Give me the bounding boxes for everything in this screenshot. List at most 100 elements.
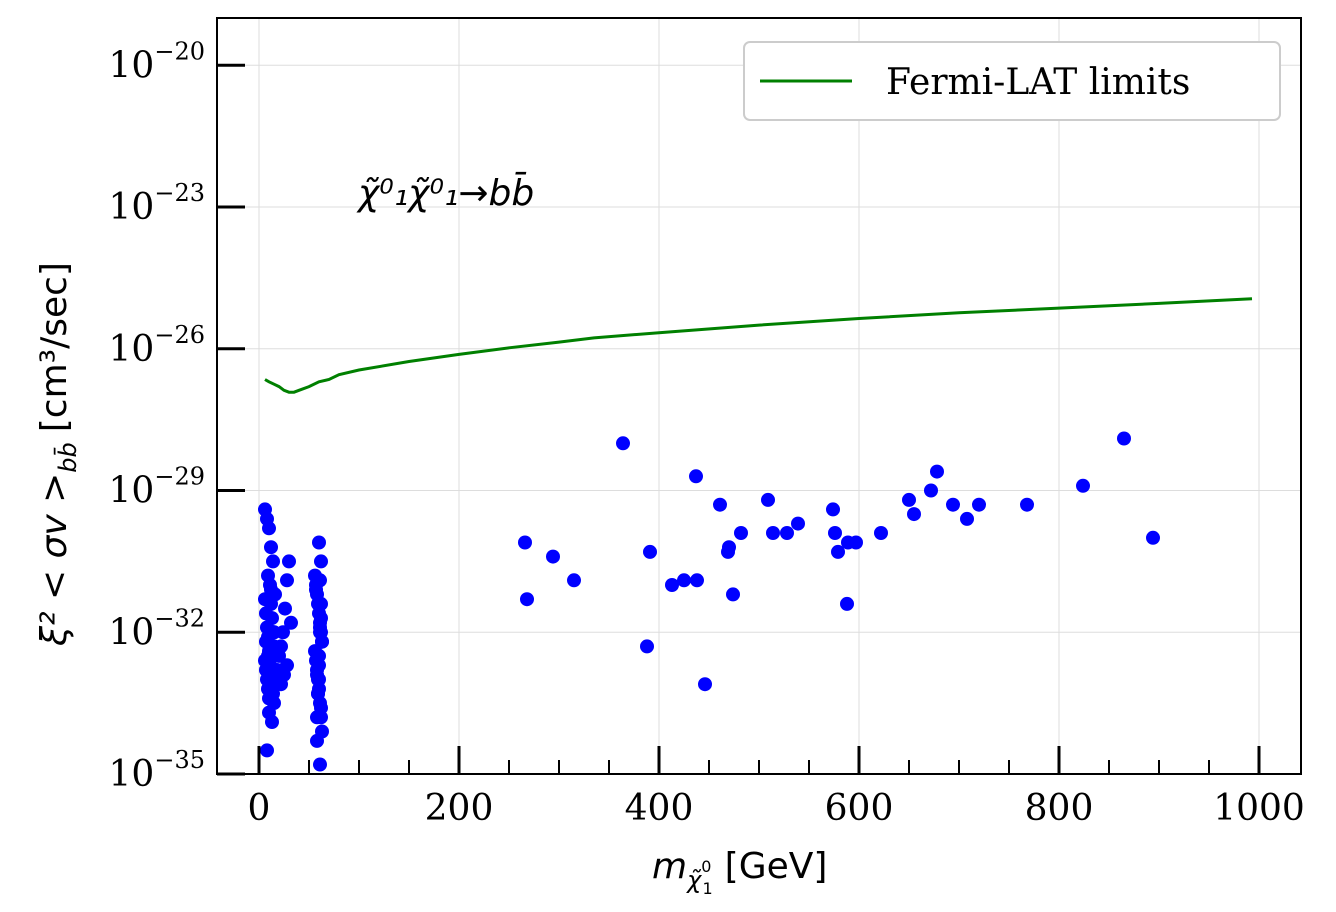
scatter-point	[314, 700, 328, 715]
scatter-point	[312, 672, 326, 687]
x-tick-label: 200	[425, 788, 494, 829]
fermi-lat-limit-line	[264, 297, 1253, 394]
scatter-point	[1146, 530, 1160, 545]
scatter-point	[261, 648, 275, 663]
scatter-point	[722, 540, 736, 555]
scatter-point	[840, 596, 854, 611]
scatter-point	[698, 677, 712, 692]
legend-box	[743, 41, 1281, 121]
y-tick-label: 10−35	[109, 746, 205, 795]
legend-label: Fermi-LAT limits	[886, 62, 1190, 103]
scatter-point	[567, 573, 581, 588]
scatter-point	[313, 573, 327, 588]
annotation: χ̃⁰₁χ̃⁰₁→bb̄	[356, 171, 534, 214]
x-tick-label: 1000	[1213, 788, 1305, 829]
scatter-point	[259, 634, 273, 649]
x-axis-label-unit: [GeV]	[725, 846, 828, 887]
y-tick-label: 10−32	[109, 604, 205, 653]
x-axis-label-sub: χ̃	[685, 866, 702, 894]
scatter-point	[311, 686, 325, 701]
scatter-point	[761, 492, 775, 507]
scatter-point	[280, 573, 294, 588]
scatter-point	[713, 497, 727, 512]
scatter-point	[828, 526, 842, 540]
scatter-point	[267, 625, 281, 640]
grid	[217, 18, 1301, 775]
scatter-point	[690, 573, 704, 588]
scatter-point	[313, 625, 327, 640]
scatter-point	[849, 535, 863, 550]
scatter-point	[1020, 497, 1034, 512]
scatter-point	[314, 554, 328, 569]
scatter-point	[726, 587, 740, 602]
tick-labels: 0 200 400 600 800 1000 10−20 10−23 10−26 10−29 10−…	[109, 37, 1305, 829]
scatter-point	[930, 464, 944, 479]
scatter-point	[520, 592, 534, 607]
scatter-point	[310, 733, 324, 748]
scatter-point	[874, 526, 888, 540]
scatter-point	[260, 743, 274, 758]
scatter-point	[274, 639, 288, 654]
scatter-point	[643, 544, 657, 559]
x-tick-label: 0	[248, 788, 271, 829]
y-tick-label: 10−29	[109, 463, 205, 512]
scatter-point	[518, 535, 532, 550]
scatter-point	[266, 554, 280, 569]
x-tick-label: 800	[1025, 788, 1094, 829]
y-axis-label-unit: [cm³/sec]	[34, 262, 75, 432]
scatter-point	[907, 507, 921, 522]
scatter-point	[284, 615, 298, 630]
scatter-point	[780, 526, 794, 540]
scatter-point	[278, 601, 292, 616]
y-axis-label: ξ² < σv >bb̄ [cm³/sec]	[34, 262, 82, 647]
scatter-point	[265, 611, 279, 626]
line-layer	[264, 297, 1253, 394]
ticks	[217, 63, 1261, 776]
legend: Fermi-LAT limits	[743, 41, 1281, 121]
scatter-point	[946, 497, 960, 512]
scatter-point	[766, 526, 780, 540]
scatter-point	[261, 568, 275, 583]
y-tick-label: 10−20	[109, 37, 205, 86]
y-tick-label: 10−26	[109, 321, 205, 370]
scatter-point	[826, 502, 840, 517]
scatter-layer	[258, 431, 1160, 772]
scatter-point	[1076, 478, 1090, 493]
scatter-point	[1117, 431, 1131, 446]
scatter-point	[314, 596, 328, 611]
scatter-point	[265, 715, 279, 729]
scatter-point	[263, 672, 277, 687]
scatter-point	[274, 677, 288, 692]
scatter-point	[791, 516, 805, 531]
x-axis-label-sub-sup: 0	[701, 857, 711, 876]
scatter-point	[902, 492, 916, 507]
x-axis-label-sub-sub: 1	[702, 879, 712, 898]
y-axis-label-sub: bb̄	[53, 442, 82, 472]
scatter-point	[640, 639, 654, 654]
scatter-point	[312, 535, 326, 550]
scatter-point	[262, 521, 276, 536]
y-axis-label-main: ξ² < σv >	[34, 473, 75, 647]
x-tick-label: 600	[825, 788, 894, 829]
x-tick-label: 400	[625, 788, 694, 829]
scatter-point	[924, 483, 938, 498]
x-axis-label: mχ̃0 1 [GeV]	[652, 846, 827, 898]
scatter-point	[313, 757, 327, 772]
scatter-point	[264, 540, 278, 555]
scatter-point	[677, 573, 691, 588]
scatter-point	[264, 582, 278, 597]
scatter-point	[282, 554, 296, 569]
scatter-point	[314, 611, 328, 626]
scatter-point	[689, 469, 703, 484]
y-tick-label: 10−23	[109, 179, 205, 228]
scatter-point	[972, 497, 986, 512]
scatter-point	[665, 578, 679, 592]
scatter-point	[734, 526, 748, 540]
scatter-point	[616, 436, 630, 451]
scatter-point	[960, 511, 974, 526]
plot-frame	[216, 17, 1302, 775]
scatter-point	[831, 544, 845, 559]
scatter-point	[546, 549, 560, 564]
x-axis-label-m: m	[652, 846, 687, 887]
